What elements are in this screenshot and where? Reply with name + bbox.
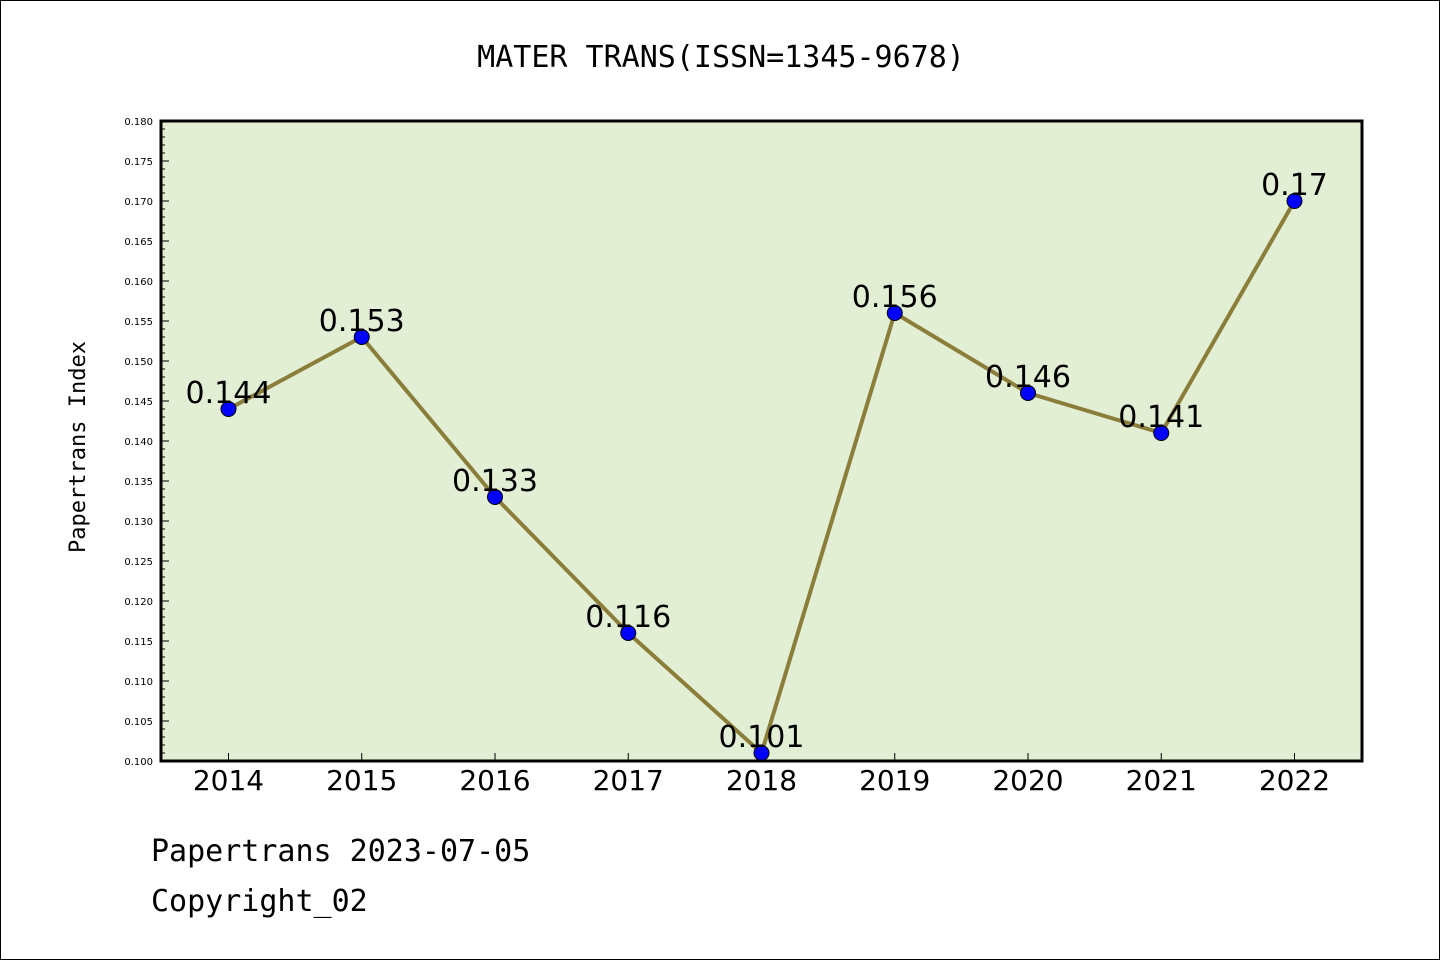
y-tick-label: 0.140	[124, 437, 153, 448]
y-tick-label: 0.135	[124, 477, 153, 488]
y-tick-label: 0.145	[124, 397, 153, 408]
y-tick-label: 0.100	[124, 757, 153, 768]
data-point	[220, 401, 237, 417]
plot-area	[161, 121, 1362, 761]
data-labels: 0.144 0.153 0.133 0.116 0.101 0.156 0.146 0.141…	[186, 168, 1328, 755]
y-tick-label: 0.120	[124, 597, 153, 608]
y-tick-label: 0.150	[124, 357, 153, 368]
data-label: 0.141	[1118, 400, 1204, 435]
x-tick-label: 2015	[326, 764, 397, 797]
x-tick-label: 2019	[859, 764, 930, 797]
x-tick-label: 2020	[992, 764, 1063, 797]
y-tick-label: 0.105	[124, 717, 153, 728]
data-label: 0.17	[1261, 168, 1328, 203]
data-label: 0.156	[852, 280, 938, 315]
y-tick-label: 0.125	[124, 557, 153, 568]
x-tick-label: 2022	[1259, 764, 1330, 797]
data-label: 0.116	[585, 600, 671, 635]
x-tick-label: 2021	[1126, 764, 1197, 797]
footer-date: Papertrans 2023-07-05	[151, 834, 531, 869]
y-tick-label: 0.175	[124, 157, 153, 168]
series-line-group	[220, 193, 1303, 761]
y-tick-label: 0.130	[124, 517, 153, 528]
x-tick-label: 2016	[459, 764, 530, 797]
data-point	[1020, 385, 1036, 401]
footer-copyright: Copyright_02	[151, 884, 368, 919]
x-axis: 2014 2015 2016 2017 2018 2019 2020 2021 2022	[193, 753, 1330, 797]
data-label: 0.101	[719, 720, 805, 755]
data-label: 0.144	[186, 376, 272, 411]
y-tick-label: 0.180	[124, 117, 153, 128]
y-tick-label: 0.110	[124, 677, 153, 688]
plot-border	[159, 119, 1364, 763]
data-point	[1286, 193, 1303, 209]
y-tick-label: 0.115	[124, 637, 153, 648]
y-tick-label: 0.155	[124, 317, 153, 328]
data-point	[487, 489, 503, 505]
data-point	[353, 329, 370, 345]
y-tick-label: 0.160	[124, 277, 153, 288]
chart-title: MATER TRANS(ISSN=1345-9678)	[477, 40, 965, 75]
data-label: 0.133	[452, 464, 538, 499]
x-tick-label: 2014	[193, 764, 264, 797]
x-tick-label: 2018	[726, 764, 797, 797]
data-point	[886, 305, 903, 321]
data-label: 0.146	[985, 360, 1071, 395]
x-tick-label: 2017	[593, 764, 664, 797]
y-axis-label: Papertrans Index	[66, 341, 91, 553]
data-label: 0.153	[319, 304, 405, 339]
y-tick-label: 0.165	[124, 237, 153, 248]
data-point	[620, 625, 637, 641]
y-tick-label: 0.170	[124, 197, 153, 208]
data-point	[1153, 425, 1170, 441]
